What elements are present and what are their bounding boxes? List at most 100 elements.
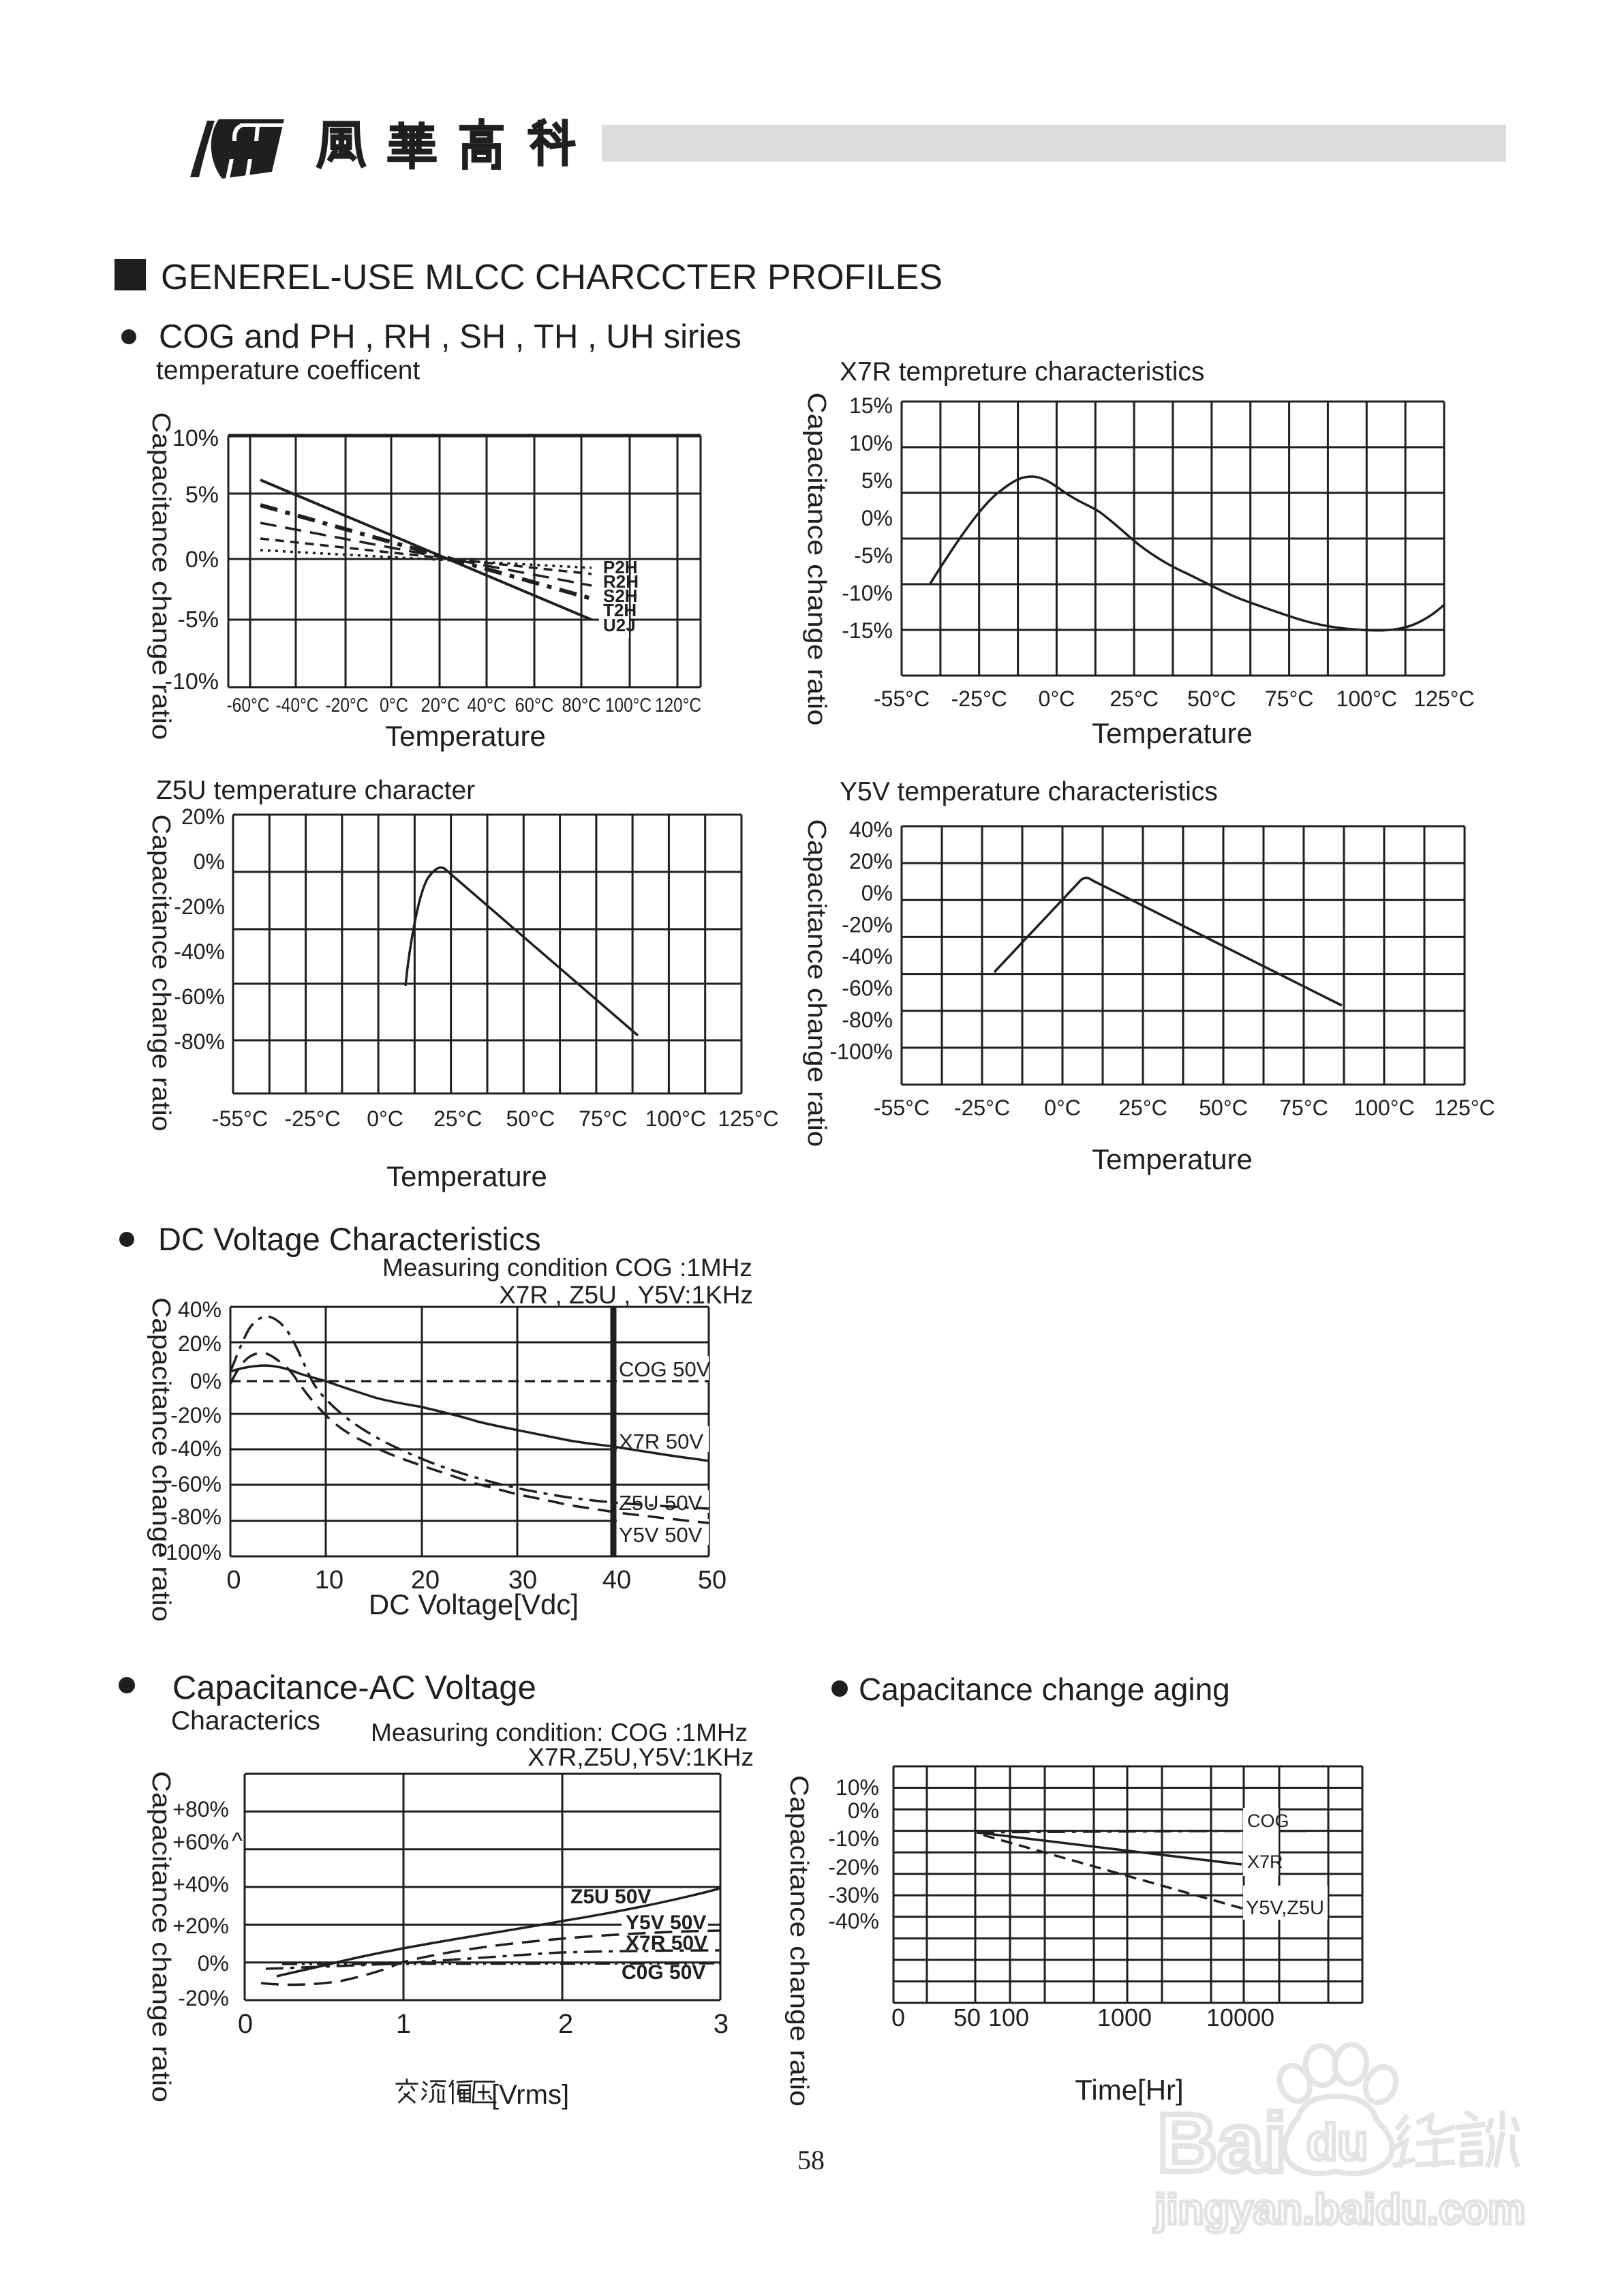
svg-text:100°C: 100°C: [645, 1106, 706, 1131]
svg-text:-20°C: -20°C: [326, 695, 369, 716]
svg-text:-20%: -20%: [828, 1855, 879, 1879]
svg-text:-10%: -10%: [165, 669, 219, 695]
svg-text:[Vrms]: [Vrms]: [491, 2080, 569, 2110]
svg-text:-20%: -20%: [170, 1403, 221, 1428]
svg-text:U2J: U2J: [603, 615, 636, 635]
svg-text:0: 0: [226, 1566, 241, 1595]
svg-text:125°C: 125°C: [1434, 1096, 1495, 1120]
svg-text:Capacitance change ratio: Capacitance change ratio: [147, 412, 175, 740]
svg-text:Y5V 50V: Y5V 50V: [619, 1523, 703, 1547]
svg-text:-40%: -40%: [842, 944, 893, 969]
svg-text:58: 58: [797, 2145, 825, 2175]
svg-text:Temperature: Temperature: [1092, 1143, 1253, 1175]
svg-text:-40%: -40%: [170, 1436, 221, 1461]
svg-text:0°C: 0°C: [1039, 686, 1075, 711]
svg-text:-60%: -60%: [174, 984, 225, 1009]
svg-text:40: 40: [602, 1566, 631, 1595]
svg-text:20: 20: [411, 1566, 440, 1595]
svg-text:-100%: -100%: [159, 1540, 222, 1565]
svg-text:0°C: 0°C: [1044, 1096, 1081, 1120]
svg-text:50: 50: [953, 2004, 981, 2031]
svg-text:P2H: P2H: [603, 557, 638, 577]
svg-text:-100%: -100%: [830, 1040, 893, 1064]
svg-text:jingyan.baidu.com: jingyan.baidu.com: [1154, 2186, 1525, 2233]
svg-text:10%: 10%: [836, 1775, 879, 1800]
svg-text:^: ^: [232, 1828, 243, 1854]
svg-text:R2H: R2H: [603, 571, 639, 592]
svg-text:-80%: -80%: [842, 1008, 893, 1032]
svg-text:+60%: +60%: [172, 1830, 229, 1854]
svg-text:Z5U temperature character: Z5U temperature character: [156, 776, 475, 805]
svg-text:-80%: -80%: [170, 1505, 221, 1529]
svg-text:Measuring condition COG :1MHz: Measuring condition COG :1MHz: [382, 1254, 752, 1282]
svg-text:1: 1: [396, 2009, 411, 2039]
svg-text:Temperature: Temperature: [385, 720, 546, 752]
svg-text:X7R: X7R: [1247, 1852, 1283, 1872]
svg-text:Z5U 50V: Z5U 50V: [619, 1491, 703, 1515]
svg-text:-15%: -15%: [842, 618, 893, 643]
svg-text:100°C: 100°C: [1336, 686, 1397, 711]
svg-text:Y5V temperature characteristic: Y5V temperature characteristics: [840, 777, 1218, 806]
svg-text:0: 0: [238, 2009, 253, 2039]
svg-text:0%: 0%: [185, 547, 219, 573]
svg-text:20°C: 20°C: [421, 695, 460, 716]
svg-text:125°C: 125°C: [1413, 686, 1474, 711]
svg-text:0°C: 0°C: [380, 695, 408, 716]
svg-text:0%: 0%: [194, 849, 225, 874]
svg-text:0%: 0%: [861, 881, 893, 905]
svg-text:Characterics: Characterics: [171, 1706, 320, 1736]
svg-text:-55°C: -55°C: [874, 1096, 930, 1120]
svg-text:X7R 50V: X7R 50V: [626, 1932, 707, 1954]
svg-text:0%: 0%: [861, 506, 893, 530]
svg-text:50°C: 50°C: [506, 1106, 555, 1131]
svg-text:-10%: -10%: [842, 581, 893, 605]
svg-text:-10%: -10%: [828, 1826, 879, 1851]
svg-text:1000: 1000: [1097, 2004, 1152, 2031]
svg-text:25°C: 25°C: [1110, 686, 1159, 711]
svg-text:Capacitance change ratio: Capacitance change ratio: [147, 815, 175, 1132]
svg-text:T2H: T2H: [603, 600, 637, 620]
svg-text:20%: 20%: [181, 804, 225, 829]
svg-text:100°C: 100°C: [1353, 1096, 1414, 1120]
svg-text:30: 30: [508, 1566, 537, 1595]
svg-text:10: 10: [315, 1566, 343, 1595]
svg-text:40°C: 40°C: [468, 695, 506, 716]
svg-text:40%: 40%: [849, 817, 893, 842]
svg-text:120°C: 120°C: [655, 695, 701, 716]
svg-text:75°C: 75°C: [1279, 1096, 1328, 1120]
svg-text:75°C: 75°C: [579, 1106, 628, 1131]
svg-text:0%: 0%: [848, 1798, 879, 1823]
svg-text:S2H: S2H: [603, 586, 638, 606]
svg-text:C0G 50V: C0G 50V: [622, 1961, 705, 1984]
svg-text:X7R , Z5U , Y5V:1KHz: X7R , Z5U , Y5V:1KHz: [499, 1281, 753, 1309]
svg-text:5%: 5%: [185, 482, 219, 508]
svg-text:+20%: +20%: [172, 1914, 229, 1938]
svg-text:Time[Hr]: Time[Hr]: [1075, 2074, 1183, 2106]
svg-text:50: 50: [698, 1566, 726, 1595]
svg-text:0°C: 0°C: [367, 1106, 403, 1131]
svg-text:0%: 0%: [190, 1369, 221, 1393]
svg-text:0%: 0%: [198, 1951, 229, 1976]
svg-text:-60%: -60%: [842, 976, 893, 1001]
svg-text:Capacitance change ratio: Capacitance change ratio: [802, 819, 831, 1147]
svg-text:25°C: 25°C: [433, 1106, 483, 1131]
svg-text:+80%: +80%: [172, 1797, 229, 1822]
svg-text:-40%: -40%: [828, 1909, 879, 1933]
svg-text:Measuring condition: COG :1M: Measuring condition: COG :1MHz: [371, 1719, 748, 1747]
svg-text:GENEREL-USE MLCC CHARCCTER PRO: GENEREL-USE MLCC CHARCCTER PROFILES: [161, 258, 943, 297]
svg-text:-40%: -40%: [174, 939, 225, 964]
svg-text:Temperature: Temperature: [1092, 717, 1253, 749]
svg-text:60°C: 60°C: [515, 695, 554, 716]
svg-text:-80%: -80%: [174, 1029, 225, 1054]
svg-text:75°C: 75°C: [1265, 686, 1314, 711]
svg-text:-20%: -20%: [842, 913, 893, 937]
svg-text:Y5V,Z5U: Y5V,Z5U: [1246, 1897, 1324, 1919]
svg-text:Capacitance change aging: Capacitance change aging: [859, 1672, 1230, 1707]
svg-text:COG and PH , RH , SH , TH , UH: COG and PH , RH , SH , TH , UH siries: [159, 318, 741, 355]
svg-text:-5%: -5%: [178, 607, 219, 633]
svg-text:-30%: -30%: [828, 1883, 879, 1907]
svg-text:3: 3: [714, 2009, 729, 2039]
svg-text:-5%: -5%: [854, 543, 893, 568]
svg-text:100: 100: [988, 2004, 1029, 2031]
svg-text:-20%: -20%: [174, 894, 225, 919]
